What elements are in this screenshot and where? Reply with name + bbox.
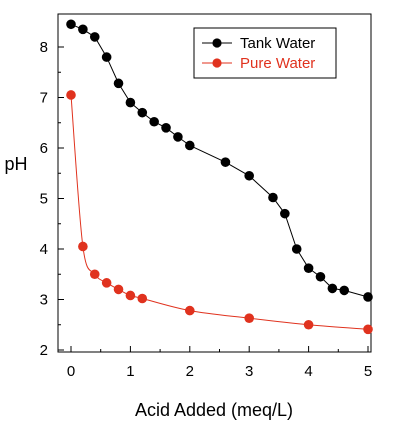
pure-water-point xyxy=(125,290,136,301)
pure-water-point xyxy=(363,324,373,335)
y-tick-label: 8 xyxy=(40,39,48,56)
x-axis-title: Acid Added (meq/L) xyxy=(135,400,293,420)
x-tick-label: 4 xyxy=(304,363,312,380)
pure-water-point xyxy=(113,284,124,295)
tank-water-point xyxy=(137,107,148,118)
tank-water-point xyxy=(161,123,171,133)
y-tick-label: 6 xyxy=(40,140,48,157)
legend-pure-marker xyxy=(212,58,222,68)
y-tick-label: 2 xyxy=(40,342,48,359)
pure-water-point xyxy=(89,269,100,280)
tank-water-point xyxy=(149,116,159,127)
tank-water-point xyxy=(280,208,290,219)
tank-water-point xyxy=(327,283,338,294)
tank-water-point xyxy=(78,24,88,35)
pure-water-line xyxy=(70,94,369,330)
tank-water-point xyxy=(339,285,350,296)
legend-box xyxy=(193,27,337,79)
ticks: 0 1 2 3 4 5 2 3 4 5 6 7 8 xyxy=(40,39,373,380)
tank-water-point xyxy=(125,97,136,108)
tank-water-point xyxy=(220,157,231,167)
tank-water-point xyxy=(363,292,373,302)
pure-water-point xyxy=(185,305,195,316)
pure-water-point xyxy=(78,241,88,252)
series-layer xyxy=(66,19,373,335)
x-tick-label: 1 xyxy=(126,363,134,380)
legend-tank-marker xyxy=(212,38,222,48)
legend-tank-label: Tank Water xyxy=(240,35,315,52)
tank-water-point xyxy=(291,244,302,254)
y-tick-label: 7 xyxy=(40,90,48,107)
pure-water-point xyxy=(101,278,112,288)
tank-water-point xyxy=(89,32,100,42)
tank-water-point xyxy=(101,52,112,62)
pure-water-point xyxy=(303,319,314,330)
pure-water-point xyxy=(137,293,148,304)
tank-water-point xyxy=(244,170,254,181)
tank-water-point xyxy=(185,140,195,151)
pure-water-point xyxy=(244,313,254,323)
tank-water-point xyxy=(173,132,183,142)
y-axis-title: pH xyxy=(4,154,27,174)
pure-water-point xyxy=(66,90,76,100)
y-tick-label: 3 xyxy=(40,292,48,309)
legend: Tank Water Pure Water xyxy=(193,27,337,79)
tank-water-point xyxy=(268,192,278,203)
x-tick-label: 3 xyxy=(245,363,253,380)
x-tick-label: 0 xyxy=(67,363,75,380)
y-tick-label: 4 xyxy=(40,241,48,258)
x-tick-label: 2 xyxy=(186,363,194,380)
y-tick-label: 5 xyxy=(40,191,48,208)
tank-water-point xyxy=(303,263,314,273)
axes xyxy=(57,13,372,353)
tank-water-point xyxy=(113,78,124,89)
plot-frame xyxy=(57,13,372,353)
x-tick-label: 5 xyxy=(364,363,372,380)
tank-water-point xyxy=(66,19,76,30)
tank-water-point xyxy=(315,271,326,282)
legend-pure-label: Pure Water xyxy=(240,55,315,72)
